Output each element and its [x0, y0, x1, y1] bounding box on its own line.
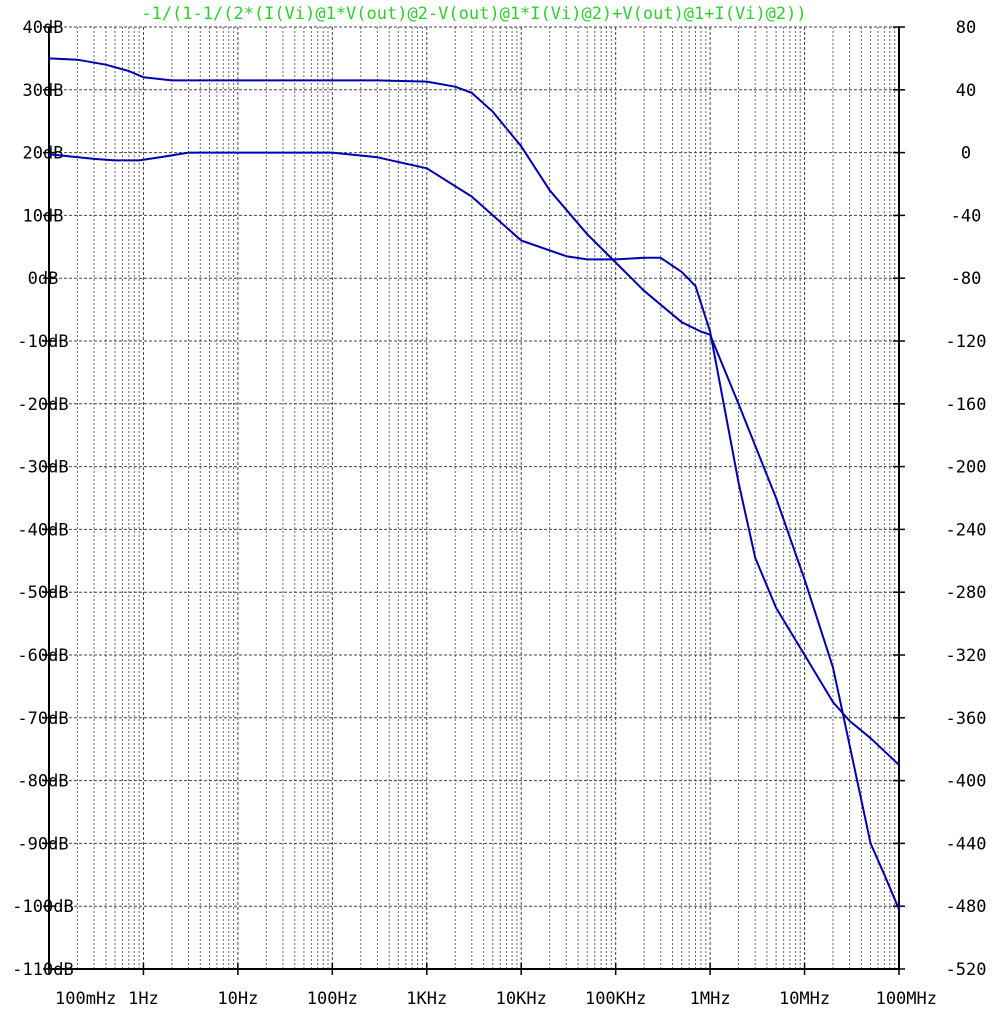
- y-right-tick-label: -520: [946, 960, 987, 980]
- y-right-tick-label: -280: [946, 583, 987, 603]
- y-right-tick-label: -160: [946, 395, 987, 415]
- y-left-tick-label: -110dB: [12, 960, 73, 980]
- y-right-tick-label: -320: [946, 646, 987, 666]
- x-tick-label: 1KHz: [406, 989, 447, 1009]
- y-left-tick-label: -50dB: [17, 583, 68, 603]
- y-right-tick-label: -200: [946, 458, 987, 478]
- y-left-tick-label: -20dB: [17, 395, 68, 415]
- y-left-tick-label: -40dB: [17, 520, 68, 540]
- y-right-tick-label: -480: [946, 897, 987, 917]
- series-phase-line: [48, 151, 900, 766]
- y-left-tick-label: -80dB: [17, 772, 68, 792]
- y-right-tick-label: -80: [951, 269, 982, 289]
- y-left-tick-label: 40dB: [23, 18, 64, 38]
- x-tick-label: 100KHz: [585, 989, 646, 1009]
- y-left-tick-label: -90dB: [17, 834, 68, 854]
- x-tick-label: 1MHz: [690, 989, 731, 1009]
- x-tick-label: 100mHz: [55, 989, 116, 1009]
- y-left-tick-label: -100dB: [12, 897, 73, 917]
- y-left-tick-label: -10dB: [17, 332, 68, 352]
- grid: [48, 26, 900, 970]
- y-right-tick-label: -240: [946, 520, 987, 540]
- chart-title: -1/(1-1/(2*(I(Vi)@1*V(out)@2-V(out)@1*I(…: [141, 4, 806, 24]
- x-tick-label: 100Hz: [307, 989, 358, 1009]
- series-magnitude-line: [48, 57, 900, 910]
- y-right-tick-label: -440: [946, 834, 987, 854]
- y-left-tick-label: 10dB: [23, 206, 64, 226]
- y-left-tick-label: -60dB: [17, 646, 68, 666]
- x-tick-label: 1Hz: [128, 989, 159, 1009]
- series-group: [48, 57, 900, 910]
- x-tick-label: 10MHz: [779, 989, 830, 1009]
- x-tick-label: 10Hz: [217, 989, 258, 1009]
- y-right-tick-label: -40: [951, 206, 982, 226]
- y-right-tick-label: 40: [956, 81, 976, 101]
- y-right-tick-label: 80: [956, 18, 976, 38]
- plot-frame: [48, 27, 900, 970]
- y-left-tick-label: -30dB: [17, 458, 68, 478]
- y-right-tick-label: 0: [961, 144, 971, 164]
- y-left-tick-label: -70dB: [17, 709, 68, 729]
- y-left-tick-label: 0dB: [28, 269, 59, 289]
- x-tick-label: 10KHz: [496, 989, 547, 1009]
- y-left-tick-label: 20dB: [23, 144, 64, 164]
- y-left-tick-label: 30dB: [23, 81, 64, 101]
- tick-labels: 40dB 30dB 20dB 10dB 0dB -10dB -20dB -30dB -40dB -…: [12, 18, 986, 1009]
- y-right-tick-label: -120: [946, 332, 987, 352]
- y-right-tick-label: -400: [946, 772, 987, 792]
- y-right-tick-label: -360: [946, 709, 987, 729]
- x-tick-label: 100MHz: [876, 989, 937, 1009]
